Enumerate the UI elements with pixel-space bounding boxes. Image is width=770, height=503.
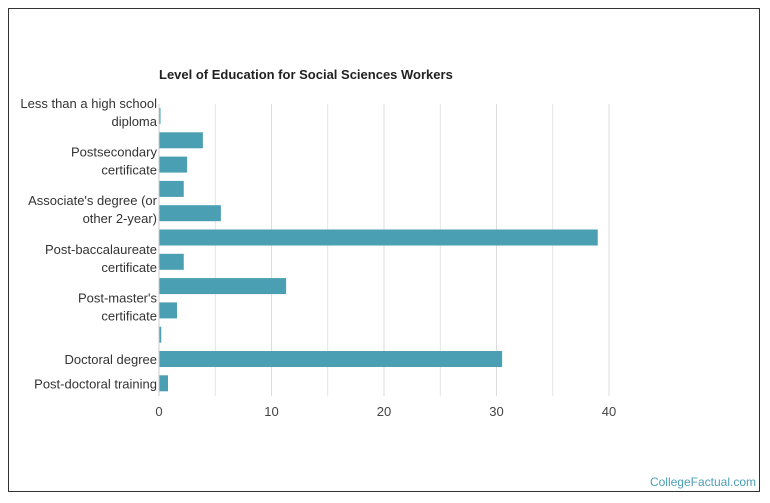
category-label: Post-baccalaureate [45, 242, 157, 257]
bar [159, 351, 503, 367]
category-label: certificate [101, 308, 157, 323]
chart-title: Level of Education for Social Sciences W… [159, 67, 453, 82]
x-tick-label: 20 [377, 404, 391, 419]
category-label: diploma [111, 114, 157, 129]
category-label: other 2-year) [83, 211, 157, 226]
bar [159, 302, 177, 319]
category-label: Post-master's [78, 290, 158, 305]
x-tick-label: 40 [602, 404, 616, 419]
bar [159, 205, 221, 222]
bar [159, 108, 161, 124]
bar [159, 326, 162, 343]
source-credit-link[interactable]: CollegeFactual.com [649, 475, 756, 489]
x-tick-label: 10 [264, 404, 278, 419]
bar [159, 375, 168, 392]
category-label: Associate's degree (or [28, 193, 158, 208]
x-tick-label: 30 [489, 404, 503, 419]
bar [159, 278, 287, 295]
x-tick-label: 0 [155, 404, 162, 419]
bar [159, 156, 188, 173]
bar [159, 180, 184, 197]
category-label: Less than a high school [20, 96, 157, 111]
category-label: certificate [101, 260, 157, 275]
bar [159, 229, 598, 246]
category-label: certificate [101, 163, 157, 178]
category-label: Post-doctoral training [34, 376, 157, 391]
bar [159, 253, 184, 270]
category-label: Postsecondary [71, 145, 157, 160]
category-label: Doctoral degree [65, 352, 158, 367]
bar [159, 132, 203, 149]
